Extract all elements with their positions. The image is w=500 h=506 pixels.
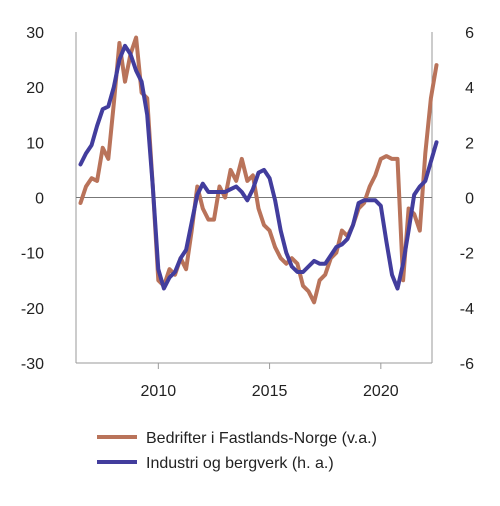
y-left-tick-label: 10: [26, 135, 44, 152]
y-right-tick-label: 0: [465, 191, 474, 208]
plot-frame: [75, 32, 433, 364]
y-left-tick-label: 30: [26, 25, 44, 42]
y-left-tick-label: -20: [21, 301, 44, 318]
x-axis: 2010 2015 2020: [141, 363, 399, 400]
y-axis-left: 30 20 10 0 -10 -20 -30: [21, 25, 44, 373]
y-right-tick-label: 6: [465, 25, 474, 42]
series-line-1: [78, 35, 439, 305]
y-axis-right: 6 4 2 0 -2 -4 -6: [460, 25, 474, 373]
y-left-tick-label: -30: [21, 356, 44, 373]
y-left-tick-label: 20: [26, 80, 44, 97]
legend: Bedrifter i Fastlands-Norge (v.a.) Indust…: [97, 430, 377, 472]
legend-label-1: Bedrifter i Fastlands-Norge (v.a.): [146, 430, 377, 447]
y-right-tick-label: -6: [460, 356, 474, 373]
legend-label-2: Industri og bergverk (h. a.): [146, 455, 334, 472]
x-tick-label: 2020: [363, 383, 399, 400]
y-left-tick-label: -10: [21, 246, 44, 263]
x-tick-label: 2010: [141, 383, 177, 400]
y-right-tick-label: -4: [460, 301, 474, 318]
series-line-2: [78, 43, 439, 291]
series-layer: [78, 35, 439, 305]
y-right-tick-label: -2: [460, 246, 474, 263]
y-right-tick-label: 4: [465, 80, 474, 97]
x-tick-label: 2015: [252, 383, 288, 400]
y-right-tick-label: 2: [465, 135, 474, 152]
y-left-tick-label: 0: [35, 191, 44, 208]
